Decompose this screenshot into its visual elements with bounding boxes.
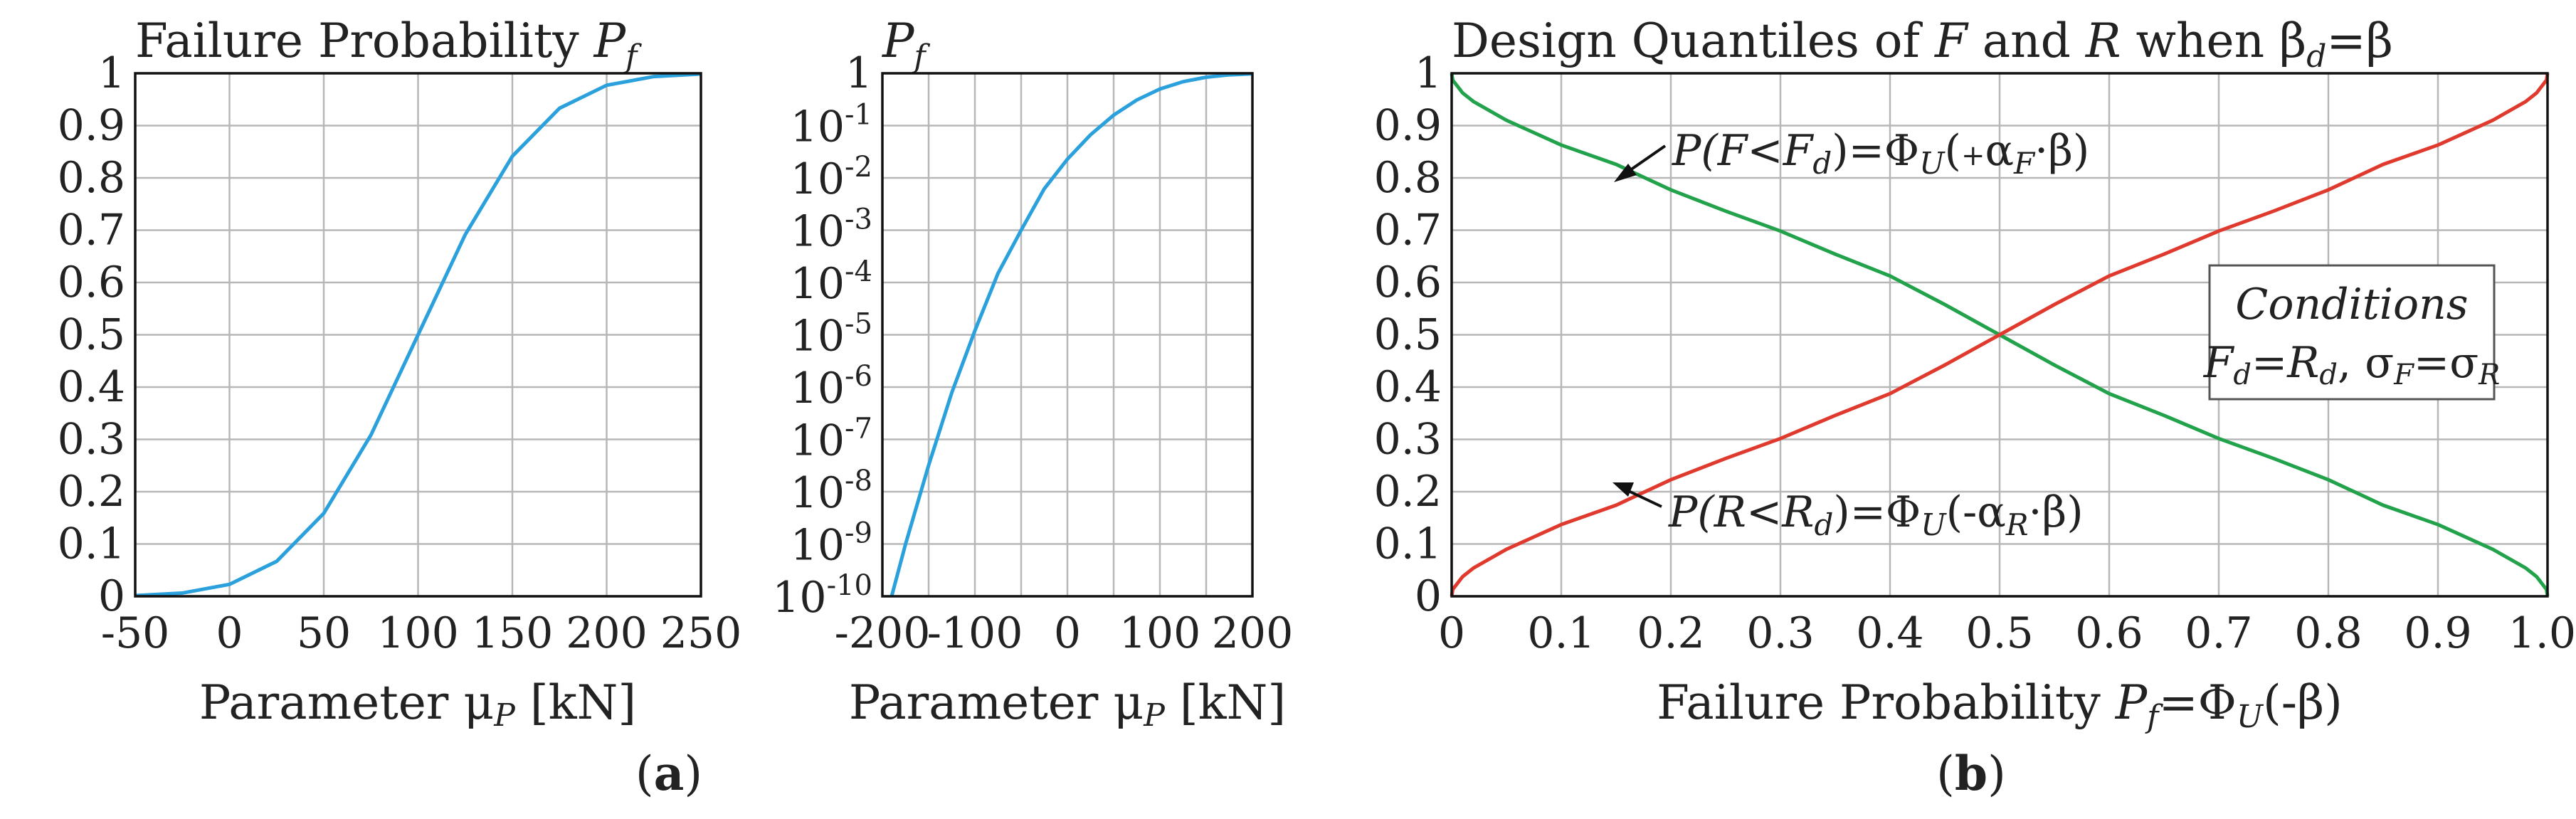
chart-a2-y-ticks: 110-110-210-310-410-510-610-710-810-910-… xyxy=(772,48,872,623)
chart-b-y-tick: 0.6 xyxy=(1374,258,1442,307)
chart-b-x-tick: 0.2 xyxy=(1637,608,1704,658)
chart-b-y-tick: 0.5 xyxy=(1374,310,1442,360)
chart-b-series-r xyxy=(1450,73,2550,597)
chart-a1-frame xyxy=(134,72,702,598)
chart-a1-x-tick: 250 xyxy=(660,608,742,658)
chart-a1-y-tick: 0.5 xyxy=(58,310,125,360)
annotation-r-text: P(R<Rd)=ΦU(-αR·β) xyxy=(1668,487,2084,542)
chart-a2-y-tick: 10-3 xyxy=(791,204,872,257)
chart-a1-y-tick: 0.2 xyxy=(58,467,125,517)
chart-a2-y-tick: 1 xyxy=(845,48,872,98)
caption-b: (b) xyxy=(1936,746,2006,801)
chart-a1-x-tick: 100 xyxy=(377,608,459,658)
chart-a2-frame xyxy=(881,72,1254,598)
chart-a1-y-tick: 0.9 xyxy=(58,101,125,151)
annotation-f-arrowhead xyxy=(1614,164,1637,182)
chart-a2-grid xyxy=(881,72,1254,598)
chart-a2-x-tick: 100 xyxy=(1119,608,1201,658)
chart-a2-x-tick: -200 xyxy=(835,608,931,658)
chart-a1-y-tick: 0.7 xyxy=(58,206,125,255)
chart-b-x-tick: 0.8 xyxy=(2294,608,2362,658)
chart-a2-y-tick: 10-1 xyxy=(791,99,872,152)
chart-b-y-tick: 1 xyxy=(1415,48,1442,98)
chart-b-y-tick: 0.7 xyxy=(1374,206,1442,255)
chart-a2-y-tick: 10-7 xyxy=(791,413,872,466)
chart-b-y-tick: 0.8 xyxy=(1374,153,1442,203)
chart-a2-title: Pf xyxy=(882,14,930,75)
chart-b-x-tick: 0.1 xyxy=(1527,608,1595,658)
chart-a1-x-ticks: -50 0 50 100 150 200 250 xyxy=(101,608,742,658)
chart-a1-x-tick: 0 xyxy=(216,608,243,658)
chart-a1-y-tick: 0.8 xyxy=(58,153,125,203)
conditions-box: Conditions Fd=Rd, σF=σR xyxy=(2203,264,2501,401)
chart-a2-y-tick: 10-8 xyxy=(791,465,872,518)
chart-a2-x-tick: 200 xyxy=(1212,608,1294,658)
chart-a1-y-ticks: 00.10.20.30.40.50.60.70.80.91 xyxy=(58,48,125,621)
chart-a1-y-tick: 0.6 xyxy=(58,258,125,307)
chart-a2-x-tick: 0 xyxy=(1054,608,1081,658)
chart-a2-y-tick: 10-6 xyxy=(791,360,872,413)
chart-b-x-ticks: 0 0.1 0.2 0.3 0.4 0.5 0.6 0.7 0.8 0.9 1.0 xyxy=(1438,608,2576,658)
conditions-formula: Fd=Rd, σF=σR xyxy=(2203,338,2501,391)
chart-a1-x-tick: 200 xyxy=(566,608,648,658)
chart-a2-y-tick: 10-9 xyxy=(791,517,872,571)
chart-b-x-tick: 0.3 xyxy=(1746,608,1814,658)
annotation-f-text: P(F<Fd)=ΦU(+αF·β) xyxy=(1672,126,2089,181)
chart-b-y-tick: 0.4 xyxy=(1374,362,1442,412)
chart-b-y-tick: 0.9 xyxy=(1374,101,1442,151)
chart-a2-y-tick: 10-10 xyxy=(772,569,872,623)
chart-a1-x-tick: 150 xyxy=(472,608,554,658)
annotation-f: P(F<Fd)=ΦU(+αF·β) xyxy=(1614,126,2089,182)
chart-b-y-ticks: 00.10.20.30.40.50.60.70.80.91 xyxy=(1374,48,1442,621)
chart-a2-x-ticks: -200-100 0 100 200 xyxy=(835,608,1294,658)
chart-b-x-tick: 0.7 xyxy=(2185,608,2252,658)
chart-b-x-tick: 0 xyxy=(1438,608,1465,658)
chart-a1-y-tick: 0 xyxy=(98,571,125,621)
chart-b-y-tick: 0.3 xyxy=(1374,415,1442,465)
chart-a1-y-tick: 0.4 xyxy=(58,362,125,412)
chart-b-x-tick: 0.5 xyxy=(1965,608,2033,658)
chart-b: Design Quantiles of F and R when βd=β 00… xyxy=(1374,14,2576,735)
chart-a1-y-tick: 0.1 xyxy=(58,519,125,569)
chart-a2-y-tick: 10-4 xyxy=(791,255,872,309)
chart-a1: Failure Probability Pf 00.10.20.30.40.50… xyxy=(58,14,742,734)
chart-a1-y-tick: 0.3 xyxy=(58,415,125,465)
chart-b-y-tick: 0.1 xyxy=(1374,519,1442,569)
chart-a2-y-tick: 10-5 xyxy=(791,308,872,361)
annotation-r-arrowhead xyxy=(1612,482,1634,497)
chart-a2-y-tick: 10-2 xyxy=(791,151,872,204)
chart-b-x-tick: 1.0 xyxy=(2508,608,2576,658)
annotation-r: P(R<Rd)=ΦU(-αR·β) xyxy=(1612,482,2084,542)
chart-b-title: Design Quantiles of F and R when βd=β xyxy=(1452,14,2393,75)
chart-a2-x-tick: -100 xyxy=(927,608,1023,658)
chart-a1-x-tick: -50 xyxy=(101,608,170,658)
chart-b-x-label: Failure Probability Pf=ΦU(-β) xyxy=(1657,675,2343,735)
conditions-title: Conditions xyxy=(2235,280,2468,329)
chart-a1-y-tick: 1 xyxy=(98,48,125,98)
chart-b-y-tick: 0.2 xyxy=(1374,467,1442,517)
chart-b-frame xyxy=(1450,72,2549,598)
chart-b-y-tick: 0 xyxy=(1415,571,1442,621)
chart-a1-series-pf xyxy=(134,72,702,598)
caption-a: (a) xyxy=(635,746,702,801)
chart-a2-series-pf xyxy=(890,72,1253,597)
chart-b-x-tick: 0.6 xyxy=(2075,608,2143,658)
chart-b-x-tick: 0.4 xyxy=(1856,608,1923,658)
chart-a2: Pf 110-110-210-310-410-510-610-710-810-9… xyxy=(772,14,1293,734)
chart-b-x-tick: 0.9 xyxy=(2404,608,2471,658)
chart-a1-x-tick: 50 xyxy=(297,608,351,658)
chart-a1-x-label: Parameter μP [kN] xyxy=(199,675,636,734)
conditions-box-frame xyxy=(2208,264,2496,401)
chart-a1-title: Failure Probability Pf xyxy=(135,14,642,75)
chart-a2-x-label: Parameter μP [kN] xyxy=(849,675,1286,734)
